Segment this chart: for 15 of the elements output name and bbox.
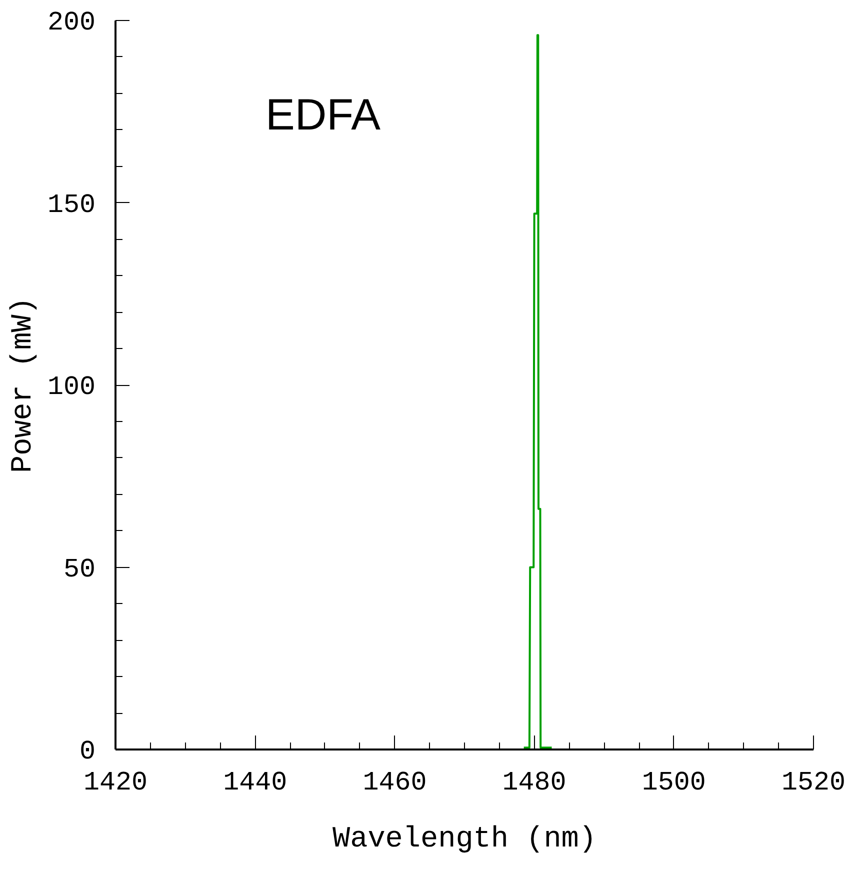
x-axis-title: Wavelength (nm) xyxy=(332,822,596,856)
y-tick-label: 100 xyxy=(48,373,96,403)
annotation: EDFA xyxy=(266,90,382,140)
x-tick-label: 1500 xyxy=(642,768,706,798)
x-tick-label: 1480 xyxy=(502,768,566,798)
x-tick-label: 1440 xyxy=(223,768,288,798)
y-tick-label: 50 xyxy=(64,555,96,586)
y-tick-label: 200 xyxy=(48,8,96,38)
x-tick-label: 1420 xyxy=(84,768,148,798)
y-tick-label: 150 xyxy=(48,190,96,221)
y-axis-title: Power (mW) xyxy=(6,297,40,473)
line-series xyxy=(522,34,553,749)
x-tick-label: 1460 xyxy=(362,768,427,798)
y-tick-label: 0 xyxy=(80,738,96,768)
x-tick-label: 1520 xyxy=(782,768,846,798)
